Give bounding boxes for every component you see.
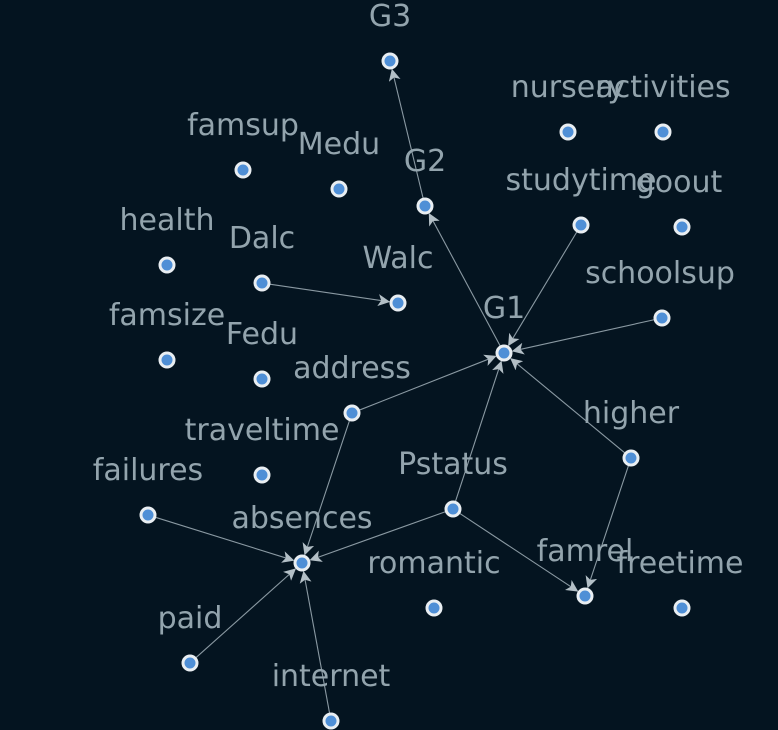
node-label-g3: G3 (369, 0, 411, 34)
edge-address-to-absences (302, 419, 351, 556)
node-label-absences: absences (231, 501, 372, 536)
node-dot-nursery[interactable] (559, 123, 577, 141)
node-schoolsup[interactable]: schoolsup (585, 256, 735, 327)
node-traveltime[interactable]: traveltime (185, 413, 340, 484)
node-g2[interactable]: G2 (404, 144, 446, 215)
node-fedu[interactable]: Fedu (226, 317, 298, 388)
node-dot-freetime[interactable] (673, 599, 691, 617)
node-label-romantic: romantic (367, 546, 500, 581)
node-dot-g1[interactable] (495, 344, 513, 362)
node-famrel[interactable]: famrel (537, 534, 634, 605)
node-dalc[interactable]: Dalc (229, 221, 295, 292)
node-higher[interactable]: higher (583, 396, 680, 467)
edge-paid-to-absences (194, 568, 297, 659)
node-medu[interactable]: Medu (298, 127, 380, 198)
node-label-traveltime: traveltime (185, 413, 340, 448)
node-dot-g3[interactable] (381, 52, 399, 70)
node-dot-dalc[interactable] (253, 274, 271, 292)
node-label-freetime: freetime (617, 546, 744, 581)
node-label-internet: internet (272, 659, 391, 694)
node-label-pstatus: Pstatus (398, 447, 508, 482)
node-dot-pstatus[interactable] (444, 500, 462, 518)
node-label-goout: goout (636, 165, 723, 200)
node-label-famsup: famsup (187, 108, 299, 143)
node-label-dalc: Dalc (229, 221, 295, 256)
edge-g2-to-g3 (388, 68, 424, 200)
edges-layer (154, 68, 656, 715)
node-g3[interactable]: G3 (369, 0, 411, 70)
node-dot-failures[interactable] (139, 506, 157, 524)
node-romantic[interactable]: romantic (367, 546, 501, 617)
node-goout[interactable]: goout (636, 165, 723, 236)
node-internet[interactable]: internet (272, 659, 391, 730)
node-label-paid: paid (158, 601, 223, 636)
edge-pstatus-to-g1 (454, 360, 504, 503)
node-dot-fedu[interactable] (253, 370, 271, 388)
edge-pstatus-to-absences (309, 510, 447, 562)
node-label-fedu: Fedu (226, 317, 298, 352)
node-dot-studytime[interactable] (572, 216, 590, 234)
node-dot-absences[interactable] (293, 554, 311, 572)
edge-internet-to-absences (299, 570, 331, 715)
node-famsup[interactable]: famsup (187, 108, 299, 179)
node-activities[interactable]: activities (595, 70, 731, 141)
node-dot-address[interactable] (343, 404, 361, 422)
edge-higher-to-famrel (585, 464, 630, 589)
node-dot-schoolsup[interactable] (653, 309, 671, 327)
edge-higher-to-g1 (510, 358, 626, 454)
node-g1[interactable]: G1 (483, 291, 525, 362)
edge-failures-to-absences (154, 516, 295, 563)
node-paid[interactable]: paid (158, 601, 223, 672)
edge-dalc-to-walc (268, 283, 391, 307)
node-dot-internet[interactable] (322, 712, 340, 730)
node-label-studytime: studytime (506, 163, 657, 198)
node-dot-medu[interactable] (330, 180, 348, 198)
node-label-walc: Walc (363, 241, 434, 276)
node-label-failures: failures (93, 453, 203, 488)
edge-schoolsup-to-g1 (511, 318, 656, 355)
node-dot-famrel[interactable] (576, 587, 594, 605)
node-pstatus[interactable]: Pstatus (398, 447, 508, 518)
edge-address-to-g1 (358, 354, 497, 411)
edge-studytime-to-g1 (508, 230, 578, 347)
node-address[interactable]: address (293, 351, 411, 422)
node-famsize[interactable]: famsize (109, 298, 225, 369)
node-dot-g2[interactable] (416, 197, 434, 215)
node-label-activities: activities (595, 70, 730, 105)
node-studytime[interactable]: studytime (506, 163, 657, 234)
node-walc[interactable]: Walc (363, 241, 434, 312)
edge-pstatus-to-famrel (458, 512, 579, 592)
node-label-medu: Medu (298, 127, 380, 162)
node-dot-activities[interactable] (654, 123, 672, 141)
edge-g1-to-g2 (428, 213, 502, 348)
node-label-g2: G2 (404, 144, 446, 179)
node-label-higher: higher (583, 396, 680, 431)
node-absences[interactable]: absences (231, 501, 373, 572)
node-dot-health[interactable] (158, 256, 176, 274)
node-dot-higher[interactable] (622, 449, 640, 467)
node-health[interactable]: health (120, 203, 215, 274)
node-label-schoolsup: schoolsup (585, 256, 735, 291)
node-dot-paid[interactable] (181, 654, 199, 672)
node-label-health: health (120, 203, 215, 238)
node-label-famrel: famrel (537, 534, 634, 569)
node-freetime[interactable]: freetime (617, 546, 744, 617)
node-dot-traveltime[interactable] (253, 466, 271, 484)
node-dot-famsize[interactable] (158, 351, 176, 369)
node-nursery[interactable]: nursery (511, 70, 626, 141)
node-label-famsize: famsize (109, 298, 225, 333)
node-label-nursery: nursery (511, 70, 626, 105)
node-failures[interactable]: failures (93, 453, 203, 524)
node-label-address: address (293, 351, 411, 386)
node-dot-walc[interactable] (389, 294, 407, 312)
node-dot-famsup[interactable] (234, 161, 252, 179)
node-dot-goout[interactable] (673, 218, 691, 236)
node-label-g1: G1 (483, 291, 525, 326)
node-dot-romantic[interactable] (425, 599, 443, 617)
